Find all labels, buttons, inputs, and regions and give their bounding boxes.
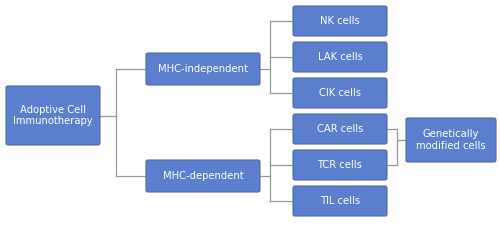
FancyBboxPatch shape	[293, 42, 387, 72]
Text: TIL cells: TIL cells	[320, 196, 360, 206]
Text: NK cells: NK cells	[320, 16, 360, 26]
Text: Adoptive Cell
Immunotherapy: Adoptive Cell Immunotherapy	[13, 105, 93, 126]
Text: Genetically
modified cells: Genetically modified cells	[416, 129, 486, 151]
Text: TCR cells: TCR cells	[318, 160, 362, 170]
FancyBboxPatch shape	[293, 6, 387, 36]
Text: MHC-independent: MHC-independent	[158, 64, 248, 74]
Text: CAR cells: CAR cells	[317, 124, 363, 134]
FancyBboxPatch shape	[6, 86, 100, 145]
FancyBboxPatch shape	[293, 114, 387, 144]
FancyBboxPatch shape	[293, 78, 387, 108]
Text: MHC-dependent: MHC-dependent	[162, 171, 244, 181]
FancyBboxPatch shape	[406, 118, 496, 162]
FancyBboxPatch shape	[293, 186, 387, 216]
FancyBboxPatch shape	[146, 160, 260, 192]
Text: LAK cells: LAK cells	[318, 52, 362, 62]
Text: CIK cells: CIK cells	[319, 88, 361, 98]
FancyBboxPatch shape	[293, 150, 387, 180]
FancyBboxPatch shape	[146, 53, 260, 85]
